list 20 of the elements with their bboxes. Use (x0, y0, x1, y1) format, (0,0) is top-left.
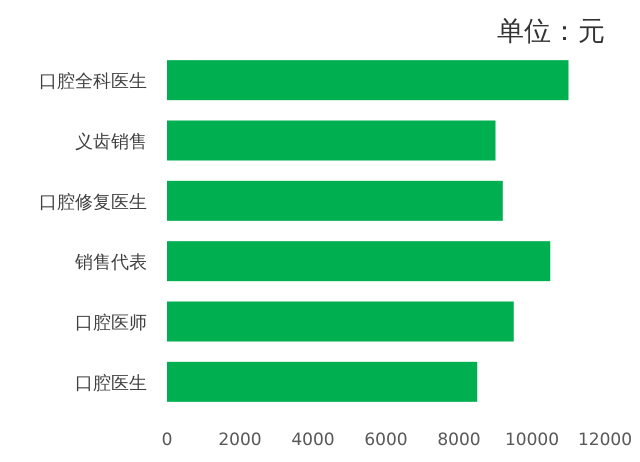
bar (167, 180, 503, 221)
y-tick-label: 义齿销售 (75, 132, 147, 152)
x-tick-label: 6000 (364, 430, 408, 450)
x-tick-label: 10000 (504, 430, 560, 450)
x-tick-label: 12000 (578, 430, 632, 450)
x-tick-label: 2000 (218, 430, 262, 450)
bar (167, 302, 514, 342)
chart-title: 单位：元 (497, 16, 605, 47)
bar (167, 241, 550, 282)
bar (167, 362, 478, 402)
y-tick-label: 口腔修复医生 (39, 192, 147, 213)
y-tick-label: 口腔医师 (75, 312, 147, 334)
x-tick-label: 8000 (437, 430, 481, 450)
x-tick-label: 4000 (291, 430, 335, 450)
y-tick-label: 销售代表 (74, 252, 147, 274)
y-tick-label: 口腔全科医生 (39, 71, 147, 92)
y-tick-label: 口腔医生 (75, 372, 147, 394)
x-tick-label: 0 (162, 430, 172, 450)
bar (167, 120, 496, 160)
bar (167, 60, 568, 100)
